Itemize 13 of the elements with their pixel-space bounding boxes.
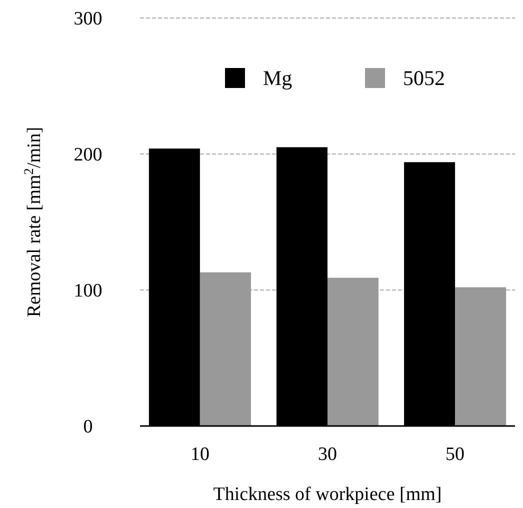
x-tick-label: 30 [318, 444, 337, 465]
y-tick-label: 300 [74, 8, 102, 30]
bar [200, 272, 251, 426]
x-tick-label: 50 [446, 444, 465, 465]
x-tick-label: 10 [190, 444, 210, 465]
x-axis-title: Thickness of workpiece [mm] [213, 484, 442, 505]
y-tick-label: 100 [74, 280, 102, 302]
bar [328, 278, 379, 426]
legend-label: 5052 [403, 66, 445, 90]
legend-label: Mg [263, 66, 293, 90]
y-tick-label: 200 [74, 144, 102, 166]
y-tick-label: 0 [83, 416, 93, 438]
bar [455, 287, 506, 426]
